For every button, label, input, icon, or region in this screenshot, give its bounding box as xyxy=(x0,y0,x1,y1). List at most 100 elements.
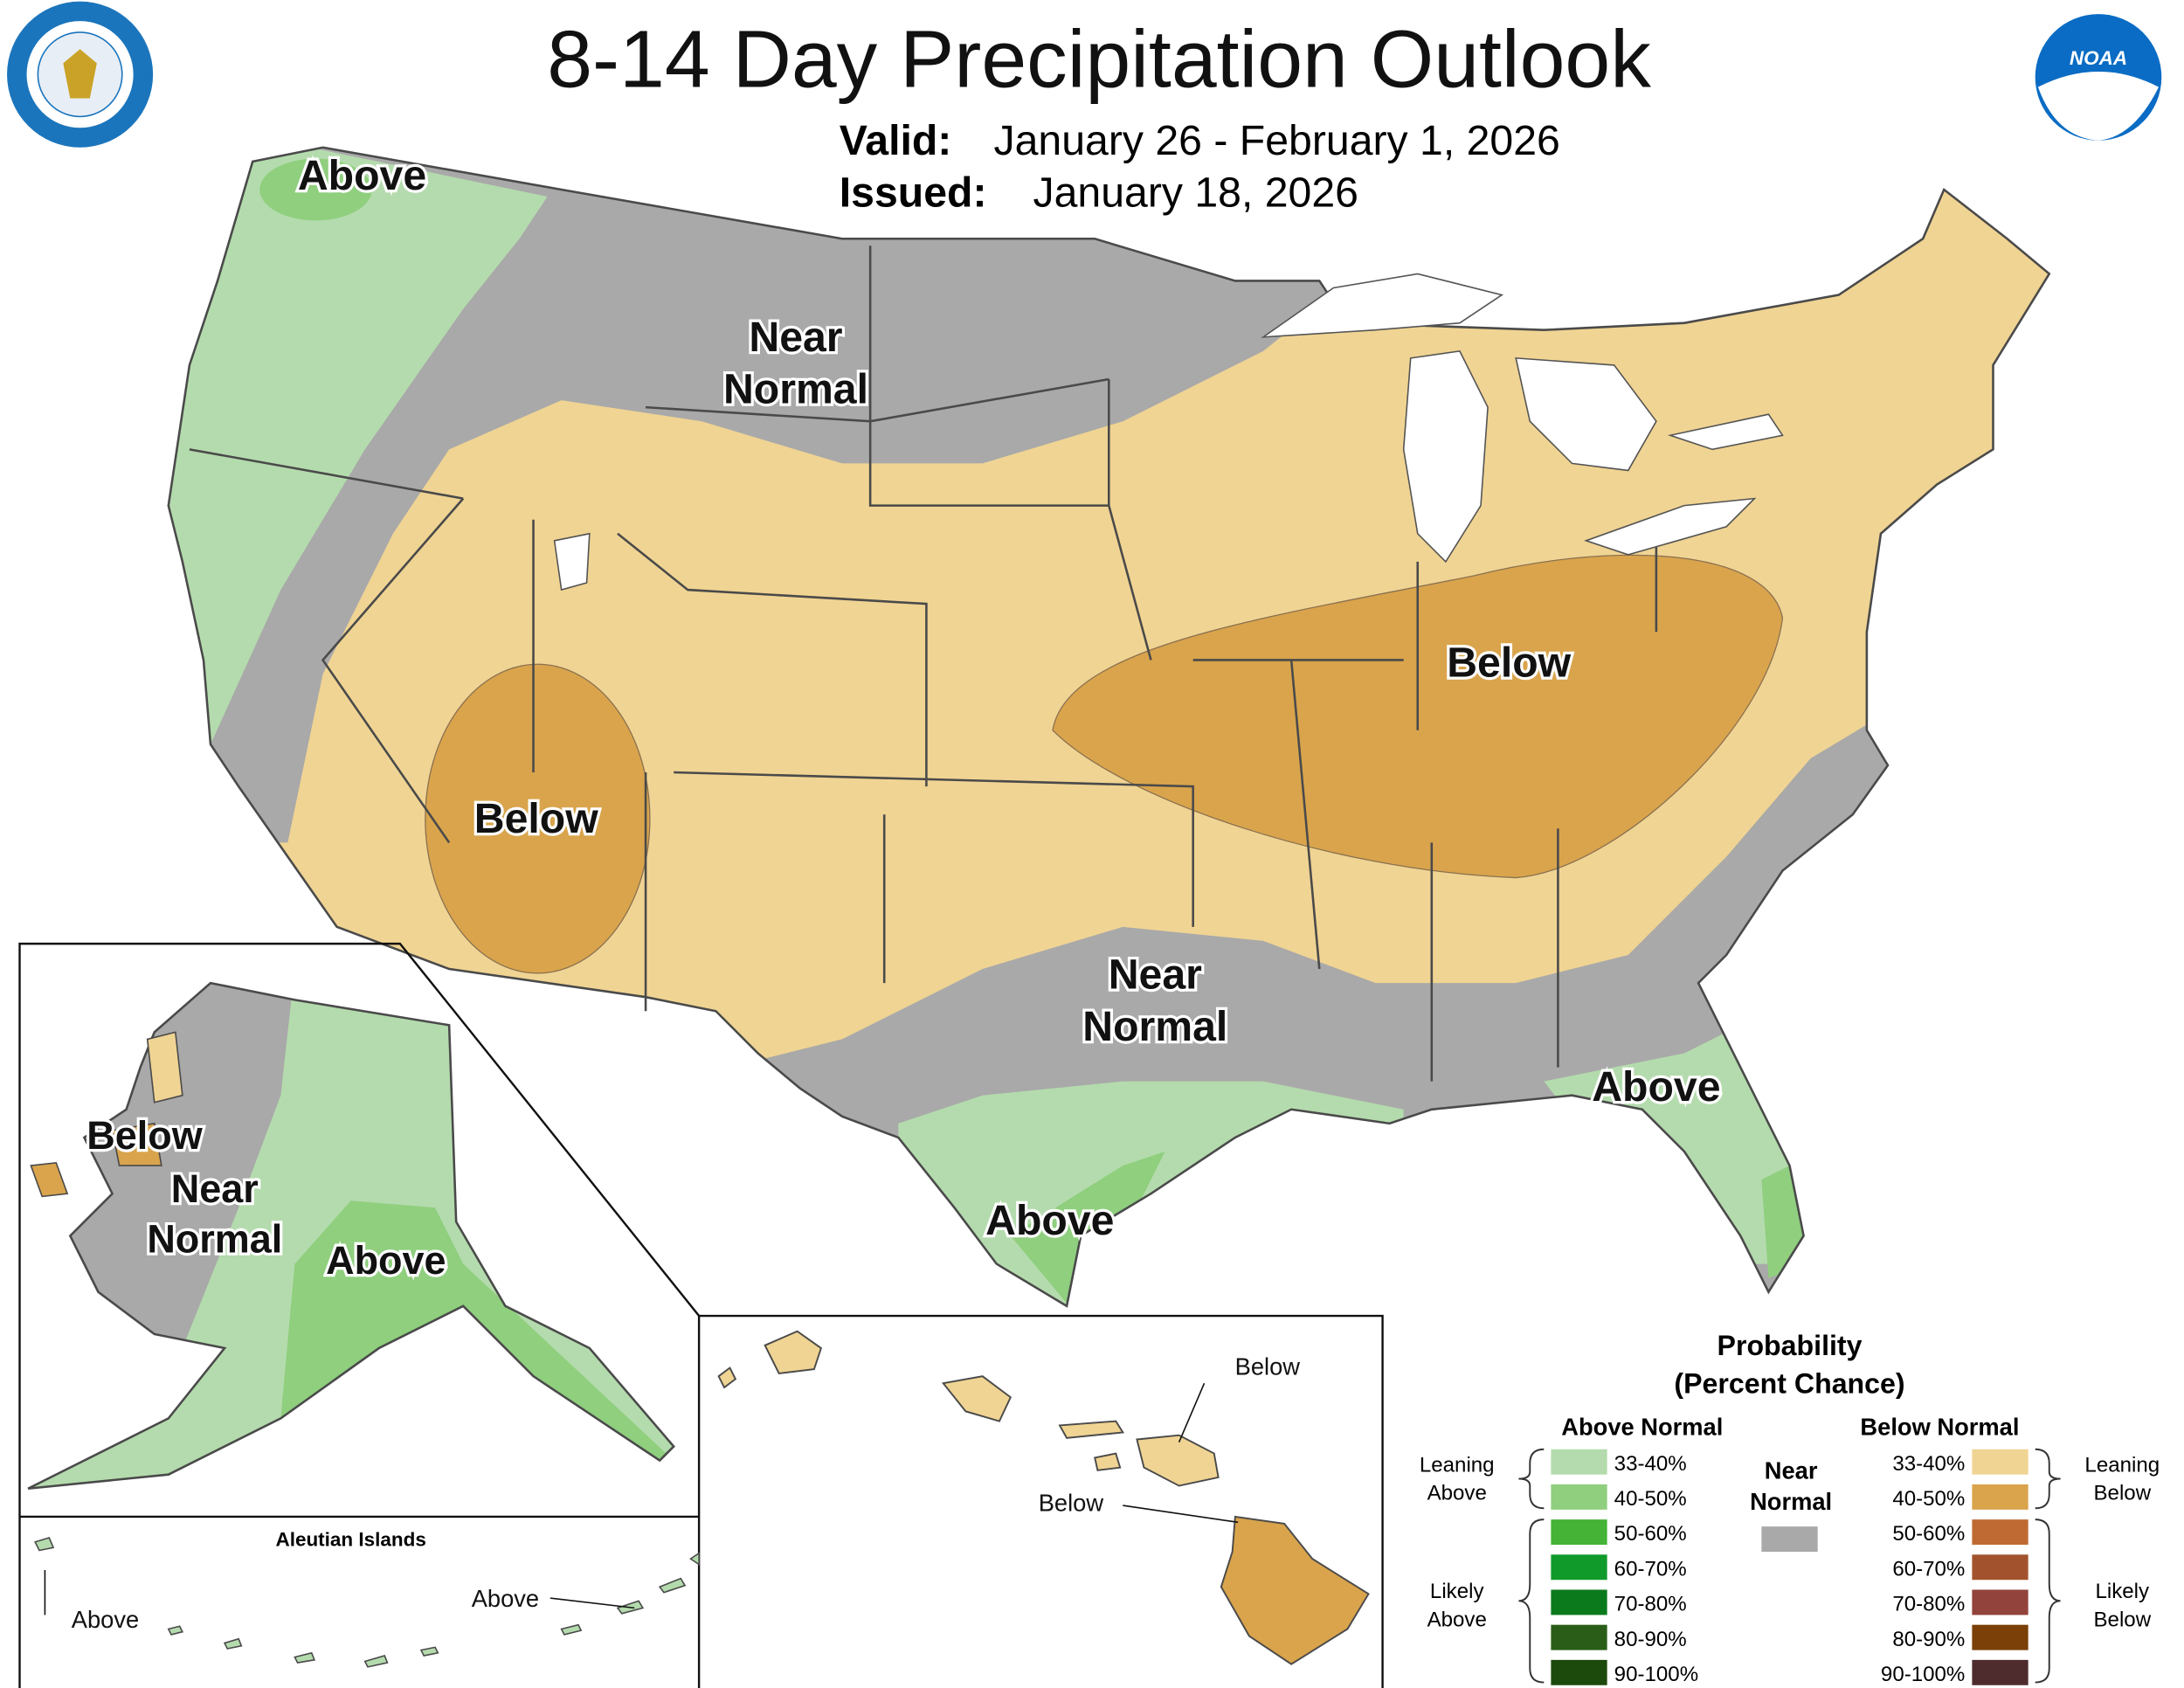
label-line: Above xyxy=(326,1238,446,1283)
legend-bin-label: 40-50% xyxy=(1892,1487,1965,1511)
island xyxy=(764,1330,823,1374)
valid-dates: January 26 - February 1, 2026 xyxy=(994,117,1560,164)
legend-swatch xyxy=(1972,1449,2028,1475)
map-label: Below xyxy=(86,1113,203,1158)
label-line: Near xyxy=(1109,951,1202,999)
region-leaning-above xyxy=(898,1081,1404,1306)
legend-bin-label: 33-40% xyxy=(1892,1452,1965,1476)
map-label: Near Normal xyxy=(723,314,868,412)
leader-line xyxy=(549,1597,635,1609)
legend-swatch xyxy=(1761,1526,1818,1553)
legend-swatch xyxy=(1551,1554,1607,1581)
label-line: Above xyxy=(1592,1063,1720,1110)
map-label: Near Normal xyxy=(147,1166,282,1262)
legend-bin-label: 90-100% xyxy=(1881,1663,1965,1686)
legend-heading: Near xyxy=(1765,1457,1818,1484)
map-label: Near Normal xyxy=(1082,951,1227,1050)
map-label: Above xyxy=(326,1238,446,1283)
noaa-text: NOAA xyxy=(2070,47,2127,69)
legend-group: Leaning xyxy=(2084,1453,2160,1477)
region-leaning-above xyxy=(168,147,548,744)
region-below-40 xyxy=(111,1122,162,1166)
legend-swatch xyxy=(1972,1519,2028,1546)
legend-heading: Below Normal xyxy=(1860,1414,2019,1441)
label-line: Below xyxy=(474,795,598,842)
region-above-40 xyxy=(1761,1166,1811,1278)
label-line: Below xyxy=(1447,640,1571,687)
legend-brace xyxy=(1518,1519,1545,1684)
issued-date: January 18, 2026 xyxy=(1033,169,1358,216)
label-line: Above xyxy=(298,152,426,199)
conus-labels: Above Near Normal Below Below Near Normal … xyxy=(295,149,1724,1247)
map-label: Below xyxy=(474,795,598,842)
legend-group: Above xyxy=(1427,1608,1487,1631)
island xyxy=(34,1537,700,1668)
legend-group: Likely xyxy=(2096,1580,2150,1603)
island xyxy=(1220,1515,1370,1665)
map-label: Above xyxy=(298,152,426,199)
label-line: Above xyxy=(985,1197,1114,1244)
legend-heading: Above Normal xyxy=(1561,1414,1723,1441)
noaa-logo: NOAA xyxy=(2035,14,2162,141)
legend-bin-label: 80-90% xyxy=(1892,1628,1965,1651)
legend-title: Probability xyxy=(1717,1330,1863,1361)
region-leaning-below xyxy=(146,1031,183,1103)
legend-bin-label: 90-100% xyxy=(1614,1663,1698,1686)
commerce-seal xyxy=(7,1,154,148)
aleutian-islands xyxy=(34,1537,700,1668)
legend-bin-label: 70-80% xyxy=(1892,1593,1965,1616)
legend-bin-label: 60-70% xyxy=(1614,1557,1687,1581)
label-line: Near xyxy=(749,314,842,361)
map-label: Above xyxy=(985,1197,1114,1244)
legend-swatch xyxy=(1551,1624,1607,1650)
alaska-labels: Below Near Normal Above xyxy=(84,1110,449,1285)
hawaii-islands xyxy=(717,1330,1370,1665)
map-label: Above xyxy=(1592,1063,1720,1110)
leader-line xyxy=(1123,1505,1239,1524)
legend-group: Below xyxy=(2094,1608,2152,1631)
legend-brace xyxy=(1518,1448,1545,1510)
aleutian-title: Aleutian Islands xyxy=(275,1529,425,1551)
legend-swatch xyxy=(1551,1484,1607,1510)
hawaii-label: Below xyxy=(1235,1353,1301,1380)
legend-bin-label: 33-40% xyxy=(1614,1452,1687,1476)
legend-swatch xyxy=(1551,1589,1607,1615)
legend-bin-label: 80-90% xyxy=(1614,1628,1687,1651)
aleutian-label: Above xyxy=(472,1585,539,1612)
leader-line xyxy=(1178,1382,1206,1443)
state-lines xyxy=(189,246,1658,1082)
legend: Probability (Percent Chance) Above Norma… xyxy=(1420,1330,2160,1686)
legend-swatch xyxy=(1551,1659,1607,1685)
legend-bin-label: 50-60% xyxy=(1892,1522,1965,1546)
title: 8-14 Day Precipitation Outlook xyxy=(547,14,1651,105)
island xyxy=(1136,1434,1220,1487)
region-below-40 xyxy=(425,663,651,974)
great-lakes xyxy=(553,273,1784,591)
legend-swatch xyxy=(1972,1554,2028,1581)
legend-title: (Percent Chance) xyxy=(1674,1367,1904,1399)
legend-group: Above xyxy=(1427,1482,1487,1505)
legend-heading: Normal xyxy=(1750,1488,1832,1515)
label-line: Normal xyxy=(147,1217,282,1262)
aleutian-label: Above xyxy=(72,1606,139,1633)
legend-bin-label: 70-80% xyxy=(1614,1593,1687,1616)
legend-group: Below xyxy=(2094,1482,2152,1505)
island xyxy=(1058,1420,1124,1471)
map-label: Below xyxy=(1447,640,1571,687)
label-line: Below xyxy=(86,1113,203,1158)
legend-swatch xyxy=(1972,1589,2028,1615)
inset-frames xyxy=(18,942,1384,1688)
legend-bin-label: 50-60% xyxy=(1614,1522,1687,1546)
label-line: Near xyxy=(171,1166,259,1211)
legend-group: Likely xyxy=(1430,1580,1484,1603)
island xyxy=(717,1366,737,1389)
legend-group: Leaning xyxy=(1420,1453,1495,1477)
hawaii-label: Below xyxy=(1039,1489,1104,1516)
legend-bin-label: 60-70% xyxy=(1892,1557,1965,1581)
region-above-40 xyxy=(259,158,372,221)
legend-swatch xyxy=(1551,1519,1607,1546)
island xyxy=(941,1375,1013,1422)
legend-bin-label: 40-50% xyxy=(1614,1487,1687,1511)
legend-swatch xyxy=(1551,1449,1607,1475)
